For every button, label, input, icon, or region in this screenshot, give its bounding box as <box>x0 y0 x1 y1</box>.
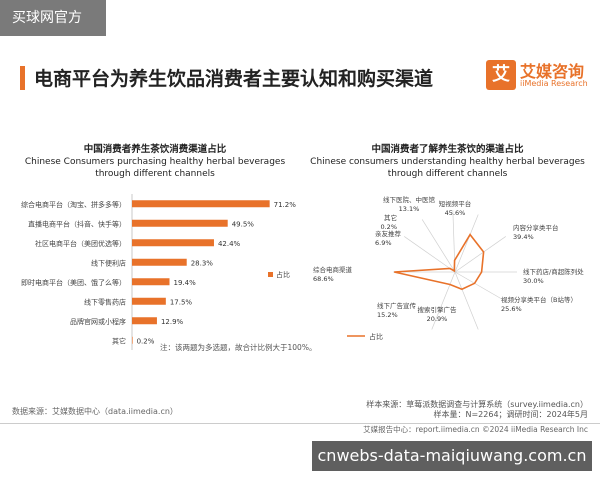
bar <box>132 200 270 208</box>
bar-value-label: 71.2% <box>274 201 297 209</box>
footer-divider <box>0 423 600 424</box>
radar-axis-line <box>404 236 456 273</box>
radar-value-label: 6.9% <box>375 239 392 247</box>
radar-value-label: 39.4% <box>513 233 534 241</box>
bar <box>132 317 157 325</box>
brand-name-cn: 艾媒咨询 <box>520 62 585 81</box>
bar <box>132 336 133 344</box>
left-chart-subtitle: Chinese Consumers purchasing healthy her… <box>24 157 286 179</box>
brand-mark-icon: 艾 <box>486 60 516 90</box>
right-chart-title: 中国消费者了解养生茶饮的渠道占比 <box>371 144 524 155</box>
bar-category-label: 其它 <box>112 336 126 345</box>
title-accent-bar <box>20 66 25 90</box>
footer-text: 艾媒报告中心：report.iimedia.cn ©2024 iiMedia R… <box>363 425 588 434</box>
radar-category-label: 搜索引擎广告 <box>418 305 458 314</box>
bar <box>132 258 187 266</box>
radar-axis-line <box>421 219 456 273</box>
bar-chart: 综合电商平台（淘宝、拼多多等） 71.2% 直播电商平台（抖音、快手等） 49.5% 社… <box>21 194 297 350</box>
radar-axis-line <box>454 271 479 330</box>
radar-legend-label: 占比 <box>369 332 383 341</box>
radar-category-label: 其它 <box>384 213 397 222</box>
right-chart-title-block: 中国消费者了解养生茶饮的渠道占比 Chinese consumers under… <box>305 144 590 180</box>
bar-value-label: 42.4% <box>218 240 241 248</box>
bar-value-label: 12.9% <box>161 318 184 326</box>
bar-value-label: 0.2% <box>137 337 155 345</box>
radar-category-label: 视频分享类平台（B站等） <box>501 295 577 304</box>
radar-axis-line <box>454 271 509 304</box>
radar-category-label: 线下药店/商超陈列处 <box>523 267 584 276</box>
left-chart-title: 中国消费者养生茶饮消费渠道占比 <box>83 144 227 155</box>
bar-value-label: 28.3% <box>191 259 214 267</box>
bar <box>132 278 170 286</box>
radar-value-label: 15.2% <box>377 311 398 319</box>
brand-logo: 艾 艾媒咨询 iiMedia Research <box>486 58 590 94</box>
radar-value-label: 45.6% <box>445 209 466 217</box>
bar-legend-swatch <box>268 272 273 277</box>
bar <box>132 239 214 247</box>
watermark-top: 买球网官方 <box>0 0 106 36</box>
radar-axis-line <box>454 236 506 273</box>
radar-value-label: 0.2% <box>380 223 397 231</box>
radar-category-label: 综合电商渠道 <box>313 265 353 274</box>
radar-value-label: 20.9% <box>427 315 448 323</box>
radar-value-label: 30.0% <box>523 277 544 285</box>
sample-size: 样本量：N=2264；调研时间：2024年5月 <box>433 410 589 419</box>
left-chart-title-block: 中国消费者养生茶饮消费渠道占比 Chinese Consumers purcha… <box>10 144 300 180</box>
bar <box>132 219 228 227</box>
bar-value-label: 19.4% <box>174 279 197 287</box>
bar-chart-note: 注：该两题为多选题，故合计比例大于100%。 <box>160 343 317 352</box>
bar-value-label: 17.5% <box>170 298 193 306</box>
brand-name-en: iiMedia Research <box>520 79 588 88</box>
radar-axis-line <box>431 271 456 330</box>
bar-category-label: 即时电商平台（美团、饿了么等） <box>21 278 126 287</box>
bar-legend-label: 占比 <box>276 270 290 279</box>
bar-category-label: 社区电商平台（美团优选等） <box>35 239 126 248</box>
right-chart-subtitle: Chinese consumers understanding healthy … <box>310 157 585 179</box>
bar-category-label: 直播电商平台（抖音、快手等） <box>28 219 126 228</box>
bar-category-label: 综合电商平台（淘宝、拼多多等） <box>21 200 126 209</box>
sample-info: 样本来源：草莓派数据调查与计算系统（survey.iimedia.cn） 样本量… <box>366 400 588 420</box>
radar-category-label: 内容分享类平台 <box>513 223 559 232</box>
watermark-bottom: cnwebs-data-maiqiuwang.com.cn <box>312 441 592 471</box>
sample-source: 样本来源：草莓派数据调查与计算系统（survey.iimedia.cn） <box>366 400 588 409</box>
bar-value-label: 49.5% <box>232 220 255 228</box>
radar-value-label: 13.1% <box>399 205 420 213</box>
data-source: 数据来源：艾媒数据中心（data.iimedia.cn） <box>12 407 178 416</box>
bar-category-label: 线下便利店 <box>91 258 126 267</box>
page-title: 电商平台为养生饮品消费者主要认知和购买渠道 <box>34 68 434 90</box>
radar-category-label: 短视频平台 <box>439 199 472 208</box>
bar <box>132 297 166 305</box>
radar-value-label: 68.6% <box>313 275 334 283</box>
radar-series-line <box>394 233 485 291</box>
radar-value-label: 25.6% <box>501 305 522 313</box>
radar-category-label: 线下医院、中医馆 <box>383 195 436 204</box>
radar-category-label: 线下广告宣传 <box>377 301 417 310</box>
radar-axis-line <box>454 214 479 273</box>
radar-category-label: 亲友推荐 <box>375 229 402 238</box>
bar-category-label: 线下零售药店 <box>84 297 126 306</box>
bar-category-label: 品牌官网或小程序 <box>70 317 126 326</box>
